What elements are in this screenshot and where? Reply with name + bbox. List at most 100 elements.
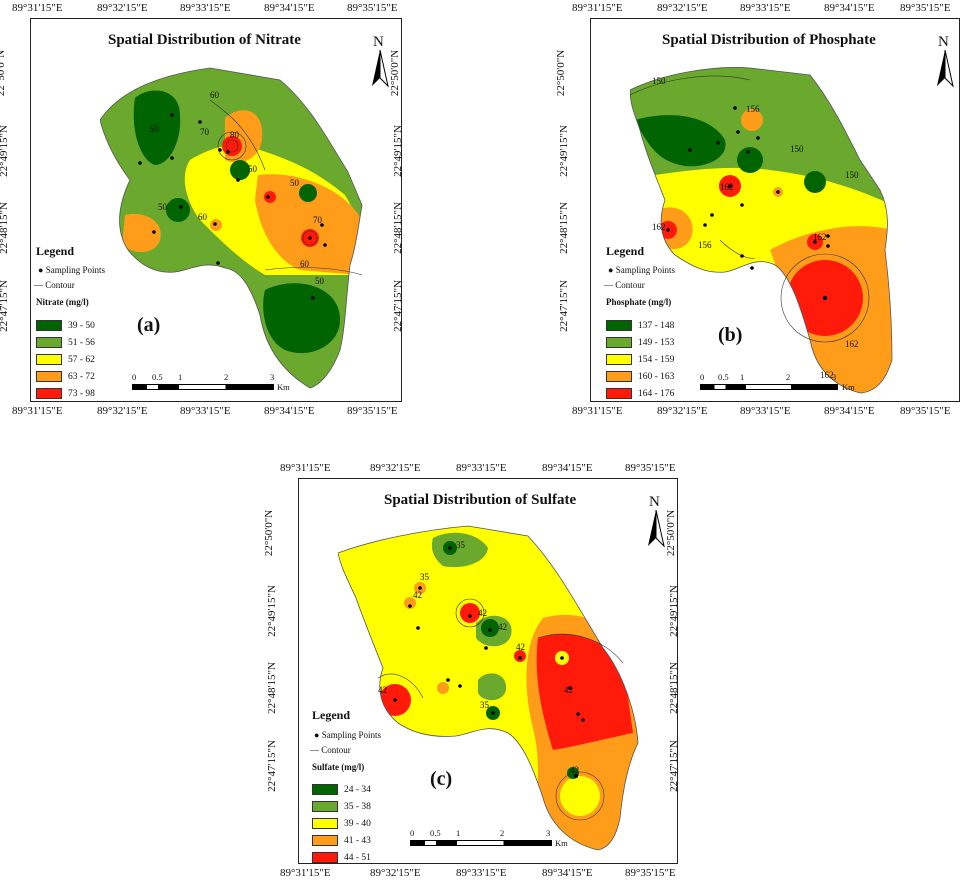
lat-left-2: 22°49'15"N [557,125,570,177]
legend-parameter: Sulfate (mg/l) [312,762,365,772]
panel-nitrate: 89°31'15"E 89°32'15"E 89°33'15"E 89°34'1… [0,0,440,425]
legend-class: 160 - 163 [606,369,674,384]
bottom-lon-5: 89°35'15"E [347,405,398,417]
contour-label: 42 [564,685,573,695]
contour-label: 50 [158,202,168,212]
top-lon-3: 89°33'15"E [740,2,791,14]
contour-label: 60 [198,212,208,222]
contour-label: 60 [300,259,310,269]
contour-label: 150 [652,76,666,86]
lat-right-1: 22°50'0"N [665,509,678,557]
contour-label: 80 [230,130,240,140]
legend-class: 39 - 50 [36,318,95,333]
bottom-lon-4: 89°34'15"E [824,405,875,417]
north-letter: N [373,34,384,50]
legend-class: 137 - 148 [606,318,674,333]
contour-label: 35 [420,572,430,582]
bottom-lon-1: 89°31'15"E [12,405,63,417]
legend-class: 154 - 159 [606,352,674,367]
top-lon-2: 89°32'15"E [97,2,148,14]
legend-class: 39 - 40 [312,816,371,831]
bottom-lon-2: 89°32'15"E [370,867,421,879]
lat-right-3: 22°48'15"N [391,202,404,254]
map-title: Spatial Distribution of Phosphate [662,32,876,48]
north-letter: N [938,34,949,50]
bottom-lon-4: 89°34'15"E [542,867,593,879]
bottom-lon-2: 89°32'15"E [97,405,148,417]
lat-left-3: 22°48'15"N [557,202,570,254]
legend-contour: — Contour [34,280,75,290]
top-lon-3: 89°33'15"E [180,2,231,14]
top-lon-1: 89°31'15"E [280,462,331,474]
lat-left-1: 22°50'0"N [555,49,568,97]
contour-label: 70 [313,215,323,225]
contour-label: 50 [315,276,325,286]
legend-contour: — Contour [604,280,645,290]
contour-label: 42 [570,765,579,775]
sulfate-map: 35 42 35 42 42 42 42 35 42 42 [338,525,639,851]
legend-title: Legend [312,708,351,722]
lat-right-2: 22°49'15"N [667,585,680,637]
legend-parameter: Nitrate (mg/l) [36,297,89,307]
top-lon-1: 89°31'15"E [572,2,623,14]
north-arrow-icon [937,50,954,88]
top-lon-3: 89°33'15"E [456,462,507,474]
contour-label: 35 [456,540,466,550]
lat-left-3: 22°48'15"N [265,662,278,714]
lat-left-4: 22°47'15"N [265,740,278,792]
top-lon-5: 89°35'15"E [347,2,398,14]
contour-label: 42 [413,590,422,600]
nitrate-map: 60 70 50 80 50 50 60 50 60 70 50 [100,67,363,389]
north-letter: N [649,494,660,510]
panel-label: (c) [430,768,453,790]
contour-label: 60 [210,90,220,100]
bottom-lon-5: 89°35'15"E [625,867,676,879]
legend-class: 35 - 38 [312,799,371,814]
contour-label: 156 [746,104,760,114]
contour-label: 162 [820,370,834,380]
panel-label: (b) [718,324,743,346]
lat-right-4: 22°47'15"N [391,280,404,332]
map-title: Spatial Distribution of Nitrate [108,32,301,48]
contour-label: 162 [813,232,827,242]
bottom-lon-3: 89°33'15"E [180,405,231,417]
lat-right-1: 22°50'0"N [389,49,402,97]
top-lon-4: 89°34'15"E [264,2,315,14]
lat-left-2: 22°49'15"N [0,125,10,177]
legend-class: 44 - 51 [312,850,371,865]
lat-left-2: 22°49'15"N [265,585,278,637]
phosphate-map: 150 156 150 162 150 162 156 162 162 162 [630,67,893,394]
north-arrow-icon [372,50,389,88]
lat-right-2: 22°49'15"N [391,125,404,177]
contour-label: 162 [845,339,859,349]
top-lon-2: 89°32'15"E [657,2,708,14]
legend-class: 63 - 72 [36,369,95,384]
contour-label: 156 [698,240,712,250]
legend-class: 164 - 176 [606,386,674,401]
bottom-lon-4: 89°34'15"E [264,405,315,417]
legend-class: 51 - 56 [36,335,95,350]
bottom-lon-3: 89°33'15"E [456,867,507,879]
panel-label: (a) [137,314,161,336]
top-lon-1: 89°31'15"E [12,2,63,14]
bottom-lon-5: 89°35'15"E [900,405,951,417]
legend-title: Legend [36,244,75,258]
contour-label: 50 [248,164,258,174]
north-arrow-icon [648,510,665,548]
contour-label: 162 [720,182,734,192]
legend-class: 149 - 153 [606,335,674,350]
contour-label: 42 [478,608,487,618]
lat-left-1: 22°50'0"N [0,49,8,97]
bottom-lon-1: 89°31'15"E [280,867,331,879]
lat-right-3: 22°48'15"N [667,662,680,714]
contour-label: 35 [480,700,490,710]
bottom-lon-3: 89°33'15"E [740,405,791,417]
lat-left-3: 22°48'15"N [0,202,10,254]
top-lon-5: 89°35'15"E [900,2,951,14]
legend-parameter: Phosphate (mg/l) [606,297,672,307]
contour-label: 162 [652,222,666,232]
lat-right-4: 22°47'15"N [667,740,680,792]
top-lon-5: 89°35'15"E [625,462,676,474]
contour-label: 42 [378,685,387,695]
legend-class: 57 - 62 [36,352,95,367]
